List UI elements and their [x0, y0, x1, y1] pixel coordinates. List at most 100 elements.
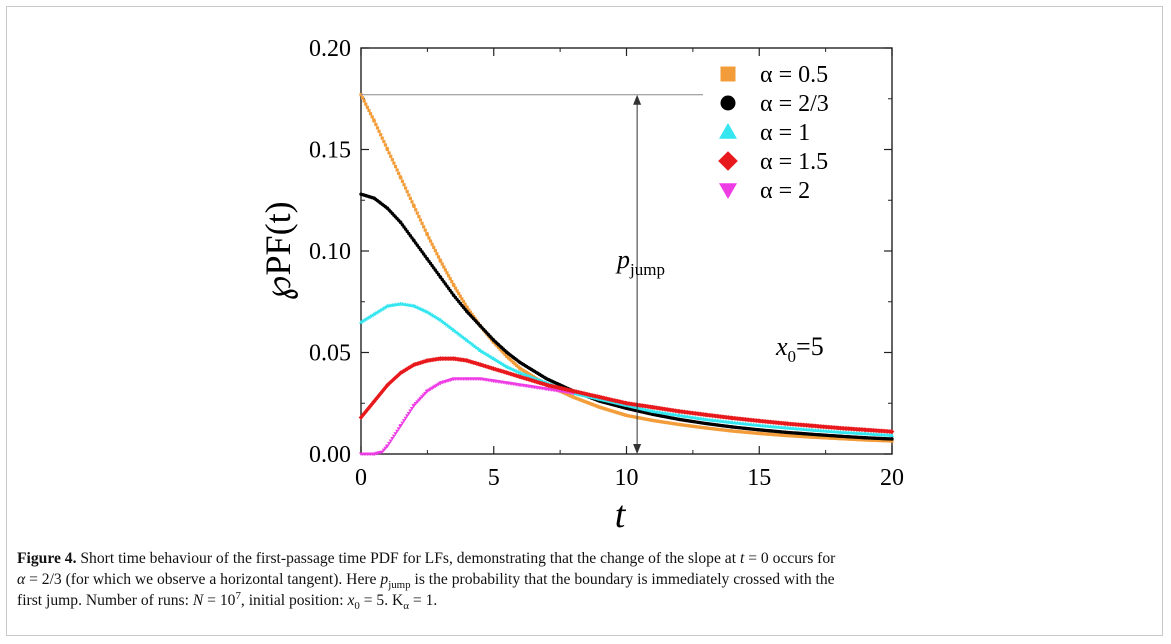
x-axis-label: t	[615, 494, 627, 536]
data-point	[383, 446, 388, 451]
data-point	[496, 345, 501, 350]
data-point	[362, 99, 366, 103]
data-point	[427, 236, 431, 240]
data-point	[383, 143, 388, 147]
data-point	[406, 411, 411, 416]
data-point	[378, 307, 383, 312]
data-point	[495, 344, 499, 348]
y-tick-label: 0.05	[309, 341, 351, 367]
data-point	[396, 427, 401, 431]
data-point	[377, 129, 381, 133]
caption-label: Figure 4.	[17, 550, 77, 567]
annotation-layer: pjump x0=5	[361, 94, 824, 454]
data-point	[460, 297, 464, 301]
data-point	[452, 283, 456, 288]
y-tick-label: 0.10	[309, 239, 351, 265]
data-point	[387, 151, 391, 155]
data-point	[383, 305, 388, 309]
legend-label: α = 1	[760, 120, 810, 146]
data-point	[393, 432, 398, 436]
data-point	[425, 233, 429, 237]
data-point	[889, 433, 895, 437]
data-point	[435, 252, 439, 256]
data-point	[370, 115, 374, 119]
data-point	[397, 171, 401, 175]
data-point	[381, 306, 386, 310]
data-point	[395, 168, 399, 172]
data-point	[403, 416, 408, 421]
data-point	[423, 391, 428, 396]
x-tick-label: 20	[880, 465, 904, 491]
data-point	[385, 444, 390, 448]
data-point	[390, 158, 394, 162]
y-tick-label: 0.20	[309, 36, 351, 62]
data-point	[501, 350, 505, 355]
data-point	[375, 309, 380, 314]
data-point	[401, 419, 407, 423]
data-point	[890, 437, 894, 441]
data-point	[362, 318, 367, 322]
data-point	[365, 316, 370, 320]
data-point	[467, 308, 471, 312]
x-tick-label: 5	[488, 465, 500, 491]
data-point	[404, 186, 408, 190]
data-point	[382, 139, 386, 144]
data-point	[413, 402, 418, 406]
data-point	[368, 112, 373, 116]
data-point	[391, 434, 396, 439]
series-0	[359, 93, 894, 443]
legend-label: α = 2	[760, 178, 810, 204]
data-point	[418, 396, 423, 401]
data-point	[461, 299, 466, 304]
data-point	[450, 280, 454, 284]
data-point	[433, 248, 437, 253]
data-point	[358, 320, 364, 324]
x-tick-label: 15	[747, 465, 771, 491]
legend-marker	[720, 95, 736, 111]
data-point	[408, 196, 412, 200]
data-point	[410, 200, 414, 204]
data-point	[380, 450, 385, 455]
data-point	[453, 286, 458, 290]
data-point	[458, 294, 462, 298]
data-point	[465, 306, 469, 310]
data-point	[470, 312, 474, 317]
data-point	[395, 429, 400, 434]
data-point	[417, 214, 421, 219]
data-point	[415, 211, 419, 215]
data-point	[366, 315, 372, 319]
figure-frame	[6, 6, 1163, 636]
data-point	[428, 239, 433, 243]
data-point	[432, 245, 436, 250]
data-point	[447, 274, 451, 278]
data-point	[367, 108, 371, 113]
data-point	[388, 439, 393, 444]
x0-label: x0=5	[775, 332, 824, 366]
data-point	[439, 259, 443, 263]
data-point	[498, 347, 502, 351]
data-point	[443, 268, 448, 272]
data-point	[445, 271, 449, 275]
data-point	[380, 136, 384, 140]
data-point	[412, 403, 417, 408]
data-point	[416, 398, 421, 403]
data-point	[421, 393, 426, 398]
data-point	[380, 307, 385, 311]
data-point	[377, 308, 382, 313]
data-point	[412, 204, 416, 208]
legend-label: α = 0.5	[760, 62, 828, 88]
data-point	[381, 448, 386, 453]
data-point	[387, 441, 392, 446]
y-tick-label: 0.00	[309, 442, 351, 468]
data-point	[500, 349, 504, 353]
data-point	[409, 406, 415, 411]
data-point	[503, 352, 507, 356]
series-layer	[358, 93, 895, 457]
y-tick-label: 0.15	[309, 138, 351, 164]
data-point	[392, 161, 396, 165]
data-point	[442, 265, 446, 269]
data-point	[372, 311, 377, 316]
p-jump-arrowhead-bottom	[633, 444, 642, 454]
data-point	[422, 225, 426, 229]
data-point	[372, 119, 376, 123]
